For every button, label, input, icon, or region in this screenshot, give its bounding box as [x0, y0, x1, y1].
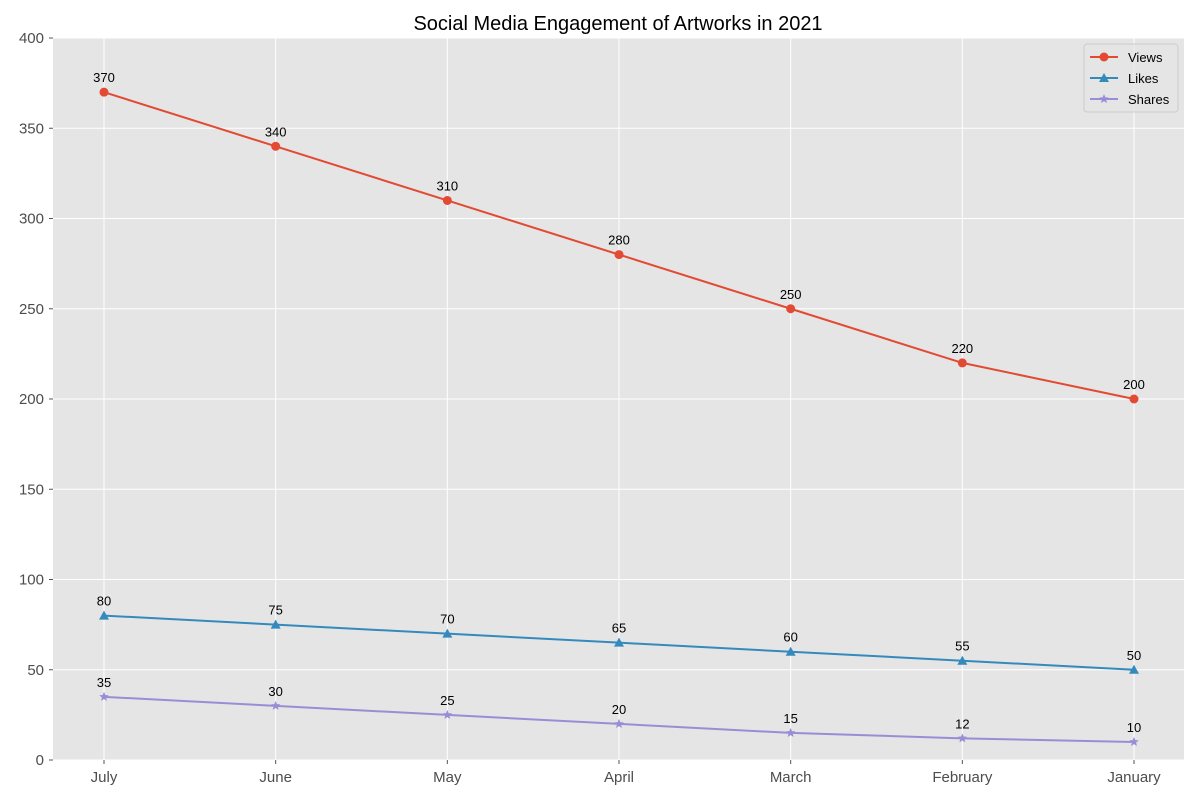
x-tick-label: June — [259, 769, 292, 786]
legend-label-views: Views — [1128, 50, 1163, 65]
shares-data-label: 10 — [1127, 720, 1141, 735]
legend-label-shares: Shares — [1128, 92, 1170, 107]
shares-point — [270, 700, 281, 710]
views-point — [957, 358, 967, 368]
shares-data-label: 20 — [612, 702, 626, 717]
likes-point — [442, 628, 453, 638]
likes-point — [614, 637, 624, 647]
shares-point — [1129, 736, 1139, 746]
likes-point — [957, 655, 968, 665]
shares-data-label: 15 — [783, 711, 797, 726]
grid-lines — [53, 37, 1184, 761]
likes-point — [270, 619, 281, 629]
likes-point — [99, 610, 109, 620]
likes-data-label: 55 — [955, 639, 969, 654]
likes-data-label: 50 — [1127, 648, 1141, 663]
y-tick-label: 300 — [19, 211, 44, 228]
views-data-label: 280 — [608, 233, 630, 248]
shares-point — [614, 718, 624, 728]
shares-data-label: 12 — [955, 716, 969, 731]
y-axis: 0 50 100 150 200 250 300 350 400 — [19, 30, 53, 769]
likes-point — [1129, 664, 1139, 674]
views-point — [442, 195, 452, 205]
series-likes: 80 75 70 65 60 55 50 — [97, 594, 1141, 674]
views-point — [1129, 394, 1139, 404]
likes-data-label: 65 — [612, 621, 626, 636]
views-data-label: 200 — [1123, 377, 1145, 392]
x-tick-label: July — [91, 769, 118, 786]
legend-marker-likes — [1099, 73, 1109, 82]
y-tick-label: 350 — [19, 120, 44, 137]
views-point — [271, 141, 281, 151]
shares-data-label: 25 — [440, 693, 454, 708]
x-tick-label: April — [604, 769, 634, 786]
y-tick-label: 150 — [19, 481, 44, 498]
legend-marker-views — [1099, 52, 1109, 62]
views-data-label: 310 — [436, 178, 458, 193]
series-shares: 35 30 25 20 15 12 10 — [97, 675, 1141, 746]
views-data-label: 250 — [780, 287, 802, 302]
likes-data-label: 75 — [268, 603, 282, 618]
likes-data-label: 70 — [440, 612, 454, 627]
views-point — [614, 250, 624, 260]
likes-data-label: 80 — [97, 594, 111, 609]
views-data-label: 340 — [265, 124, 287, 139]
y-tick-label: 100 — [19, 572, 44, 589]
likes-point — [785, 646, 796, 656]
y-tick-label: 50 — [27, 662, 44, 679]
y-tick-label: 200 — [19, 391, 44, 408]
x-tick-label: May — [433, 769, 462, 786]
y-tick-label: 400 — [19, 30, 44, 47]
x-axis: July June May April March February January — [91, 760, 1161, 786]
views-data-label: 370 — [93, 70, 115, 85]
shares-point — [442, 709, 453, 719]
y-tick-label: 250 — [19, 301, 44, 318]
shares-point — [785, 727, 796, 737]
legend-label-likes: Likes — [1128, 71, 1159, 86]
legend-marker-shares — [1099, 94, 1109, 104]
views-point — [99, 87, 109, 97]
shares-data-label: 35 — [97, 675, 111, 690]
legend: Views Likes Shares — [1083, 43, 1179, 113]
legend-box — [1083, 43, 1179, 113]
x-tick-label: January — [1107, 769, 1161, 786]
series-views: 370 340 310 280 250 220 200 — [93, 70, 1145, 404]
y-tick-label: 0 — [36, 752, 44, 769]
series-group: 370 340 310 280 250 220 200 80 75 70 65 60 55 50 35 30 2… — [93, 70, 1145, 746]
likes-data-label: 60 — [783, 630, 797, 645]
shares-point — [957, 733, 968, 743]
shares-point — [99, 691, 109, 701]
chart-title: Social Media Engagement of Artworks in 2… — [413, 13, 822, 35]
shares-data-label: 30 — [268, 684, 282, 699]
x-tick-label: February — [932, 769, 993, 786]
views-point — [786, 304, 796, 314]
x-tick-label: March — [770, 769, 812, 786]
views-data-label: 220 — [951, 341, 973, 356]
